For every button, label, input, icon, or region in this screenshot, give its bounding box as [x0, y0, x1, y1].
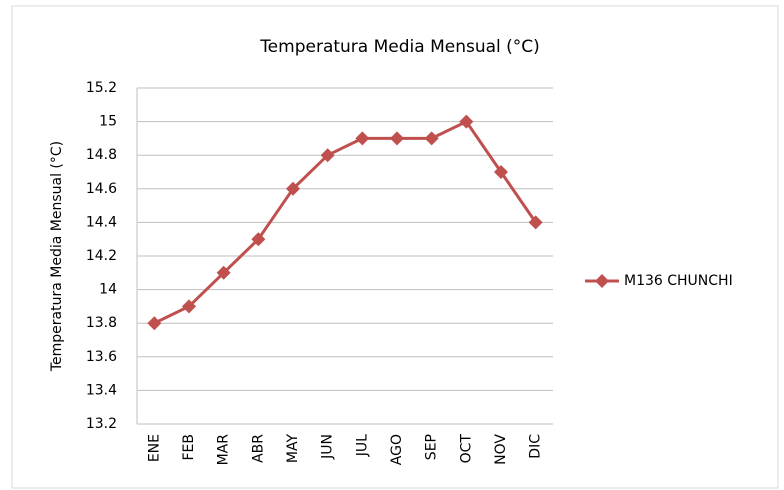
legend-label: M136 CHUNCHI — [624, 273, 733, 289]
x-tick-label: MAY — [285, 434, 301, 464]
x-tick-label: AGO — [389, 434, 405, 465]
marker — [286, 181, 300, 196]
y-tick-label: 14.6 — [86, 181, 117, 197]
y-tick-label: 14.4 — [86, 214, 117, 230]
y-tick-label: 13.6 — [86, 349, 117, 365]
chart-title: Temperatura Media Mensual (°C) — [259, 37, 540, 57]
y-tick-label: 13.4 — [86, 382, 117, 398]
marker — [494, 165, 508, 179]
marker — [216, 265, 231, 280]
x-tick-label: FEB — [181, 434, 197, 461]
chart-frame — [11, 5, 779, 489]
marker — [528, 215, 543, 230]
marker — [251, 232, 266, 247]
marker — [390, 131, 404, 146]
y-tick-label: 13.8 — [86, 315, 117, 331]
x-tick-label: ENE — [146, 434, 162, 462]
x-tick-label: JUN — [320, 434, 336, 460]
y-tick-label: 14 — [99, 282, 117, 298]
y-tick-label: 14.8 — [86, 147, 117, 163]
marker — [182, 299, 196, 314]
marker — [320, 148, 335, 163]
x-tick-label: JUL — [354, 434, 370, 457]
legend-marker — [595, 274, 609, 288]
y-tick-label: 13.2 — [86, 416, 117, 432]
x-tick-label: MAR — [216, 434, 232, 466]
y-tick-label: 14.2 — [86, 248, 117, 264]
y-tick-label: 15 — [99, 114, 117, 130]
x-tick-label: ABR — [250, 434, 266, 463]
x-tick-label: NOV — [493, 434, 509, 465]
y-tick-label: 15.2 — [86, 80, 117, 96]
x-tick-label: DIC — [528, 434, 544, 459]
marker — [147, 316, 162, 331]
x-tick-label: OCT — [458, 434, 474, 464]
marker — [459, 114, 474, 129]
marker — [355, 131, 370, 146]
series-line — [153, 119, 537, 325]
marker — [424, 131, 439, 146]
x-tick-label: SEP — [424, 434, 440, 460]
y-axis-label: Temperatura Media Mensual (°C) — [49, 141, 65, 372]
